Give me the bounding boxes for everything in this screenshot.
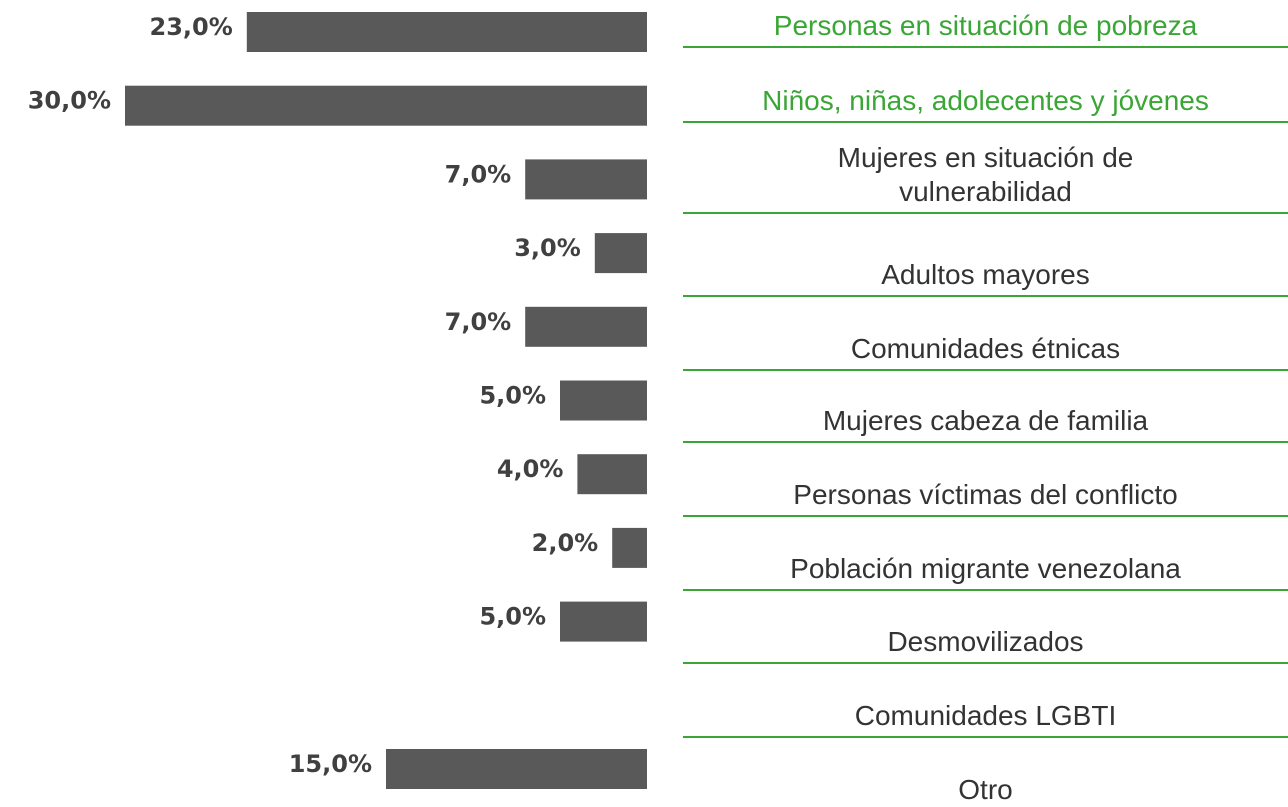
bar (577, 454, 647, 495)
bar (612, 527, 647, 568)
bar (125, 85, 647, 126)
value-label: 7,0% (445, 160, 512, 188)
category-label: Comunidades étnicas (850, 333, 1121, 364)
category-label: Otro (958, 774, 1013, 805)
bar (246, 12, 648, 52)
category-label: Mujeres cabeza de familia (822, 405, 1149, 436)
bar (560, 601, 647, 642)
category-label: Adultos mayores (881, 259, 1090, 290)
value-label: 4,0% (497, 455, 564, 483)
value-label: 5,0% (479, 382, 546, 410)
value-label: 7,0% (445, 308, 512, 336)
category-label: Comunidades LGBTI (854, 700, 1117, 731)
category-label: Población migrante venezolana (790, 553, 1181, 584)
value-label: 23,0% (150, 13, 233, 41)
value-label: 5,0% (479, 603, 546, 631)
category-label: Mujeres en situación de vulnerabilidad (837, 142, 1134, 207)
category-label: Niños, niñas, adolecentes y jóvenes (762, 85, 1209, 116)
category-label: Personas víctimas del conflicto (793, 479, 1178, 510)
category-label: Desmovilizados (887, 626, 1084, 657)
value-label: 3,0% (514, 234, 581, 262)
bar (525, 159, 647, 200)
bar (560, 380, 647, 421)
value-label: 30,0% (28, 87, 111, 115)
value-label: 2,0% (532, 529, 599, 557)
bar (386, 749, 647, 789)
bar (525, 306, 647, 347)
value-label: 15,0% (289, 750, 372, 778)
category-label: Personas en situación de pobreza (773, 10, 1198, 41)
bar (594, 233, 647, 274)
